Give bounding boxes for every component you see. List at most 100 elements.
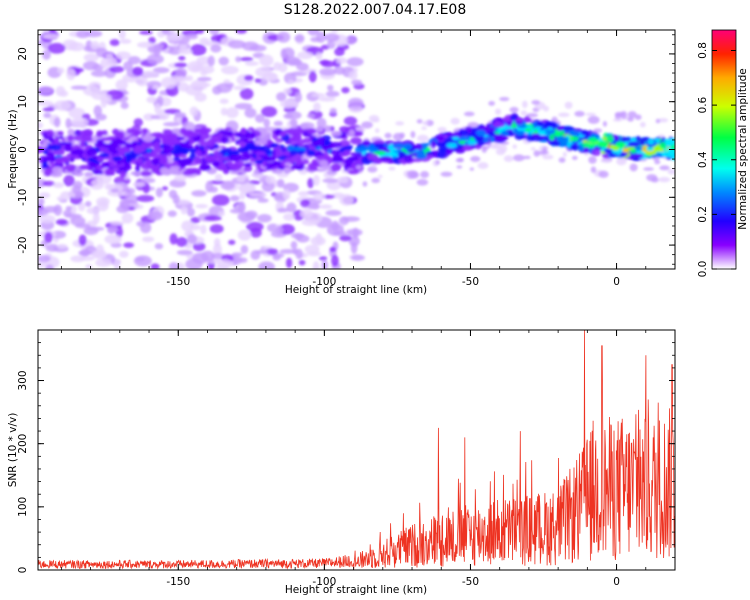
- spectral-blob: [172, 194, 180, 204]
- spectral-blob: [161, 30, 170, 35]
- spectral-blob: [237, 229, 252, 241]
- spectral-blob: [562, 151, 567, 158]
- spectral-blob: [155, 153, 168, 159]
- snr-ylabel: SNR (10 * v/v): [7, 413, 19, 488]
- spectral-blob: [471, 127, 478, 135]
- spectral-blob: [290, 164, 302, 170]
- spectral-blob: [590, 166, 597, 173]
- spectral-blob: [65, 141, 73, 147]
- spectral-blob: [531, 100, 541, 105]
- spectral-blob: [151, 166, 160, 174]
- spectral-blob: [279, 131, 287, 137]
- spectral-blob: [179, 127, 187, 135]
- spectral-blob: [331, 30, 339, 33]
- spectral-blob: [379, 156, 392, 161]
- spectral-blob: [185, 84, 203, 96]
- spectral-blob: [410, 130, 416, 138]
- spectral-blob: [399, 132, 405, 139]
- snr-ytick-label: 0: [17, 567, 29, 574]
- spectral-blob: [60, 191, 72, 201]
- spectral-blob: [275, 137, 284, 143]
- spectral-blob: [542, 146, 548, 154]
- spectral-blob: [515, 117, 525, 122]
- spectral-blob: [241, 41, 259, 51]
- spectral-blob: [42, 49, 51, 60]
- spectral-blob: [324, 33, 340, 42]
- spectral-blob: [135, 165, 141, 173]
- colorbar-tick-label: 0.0: [697, 261, 709, 278]
- spectral-blob: [130, 140, 138, 149]
- spectral-blob: [210, 134, 220, 142]
- spectral-blob: [146, 54, 164, 65]
- spectral-blob: [104, 168, 112, 176]
- spectral-blob: [261, 106, 278, 118]
- spectral-blob: [42, 107, 55, 112]
- spectral-blob: [330, 163, 342, 172]
- colorbar-tick-label: 0.8: [697, 42, 709, 59]
- spectral-blob: [659, 141, 667, 150]
- spectral-blob: [307, 30, 320, 36]
- spectral-blob: [311, 161, 318, 167]
- spectral-blob: [143, 113, 156, 121]
- spectral-blob: [213, 237, 221, 248]
- spectral-blob: [55, 156, 63, 165]
- spectral-blob: [193, 128, 201, 133]
- spectral-blob: [220, 136, 230, 144]
- spectral-blob: [254, 249, 269, 254]
- spectral-blob: [174, 112, 187, 118]
- spectral-blob: [334, 47, 345, 57]
- spectral-blob: [658, 176, 671, 183]
- spectral-blob: [136, 194, 155, 202]
- spectral-blob: [167, 210, 177, 217]
- spectral-blob: [526, 113, 539, 118]
- spectral-blob: [53, 137, 60, 144]
- spectrogram-ytick-label: 0: [17, 146, 29, 153]
- spectral-blob: [244, 61, 259, 66]
- spectral-blob: [175, 67, 188, 78]
- spectral-blob: [57, 67, 65, 74]
- spectral-blob: [634, 114, 642, 120]
- spectral-blob: [283, 88, 292, 95]
- spectral-blob: [98, 153, 110, 158]
- spectral-blob: [347, 169, 360, 175]
- spectral-blob: [345, 36, 356, 45]
- spectrogram-ytick-labels: -20 -10 0 10 20: [17, 47, 29, 253]
- spectral-blob: [110, 188, 119, 193]
- spectral-blob: [234, 102, 253, 110]
- spectral-blob: [141, 141, 154, 149]
- spectral-blob: [346, 57, 364, 67]
- spectral-blob: [210, 34, 224, 44]
- spectral-blob: [100, 97, 107, 109]
- spectral-blob: [457, 157, 464, 163]
- spectral-blob: [300, 209, 314, 219]
- spectral-blob: [90, 70, 108, 77]
- spectral-blob: [212, 243, 222, 256]
- spectral-blob: [236, 175, 246, 183]
- spectral-blob: [524, 128, 532, 132]
- spectral-blob: [150, 263, 160, 269]
- spectral-blob: [556, 126, 564, 132]
- spectral-blob: [169, 165, 181, 171]
- spectral-blob: [533, 150, 540, 157]
- spectral-blob: [307, 177, 314, 189]
- spectral-blob: [117, 149, 125, 156]
- spectral-blob: [84, 200, 92, 207]
- spectral-blob: [150, 132, 164, 138]
- spectral-blob: [437, 146, 449, 153]
- spectral-blob: [284, 162, 292, 167]
- spectral-blob: [126, 187, 136, 195]
- spectral-blob: [312, 140, 325, 147]
- spectral-blob: [654, 152, 663, 158]
- spectral-blob: [588, 156, 597, 164]
- spectrogram-ytick-label: -10: [17, 189, 29, 206]
- spectral-blob: [254, 114, 265, 123]
- spectral-blob: [275, 149, 284, 157]
- spectral-blob: [544, 120, 552, 128]
- spectral-blob: [319, 59, 330, 65]
- spectral-blob: [598, 170, 609, 178]
- spectral-blob: [415, 154, 428, 160]
- spectral-blob: [265, 175, 276, 185]
- spectral-blob: [116, 131, 125, 139]
- spectral-blob: [168, 32, 184, 38]
- spectral-blob: [96, 138, 104, 145]
